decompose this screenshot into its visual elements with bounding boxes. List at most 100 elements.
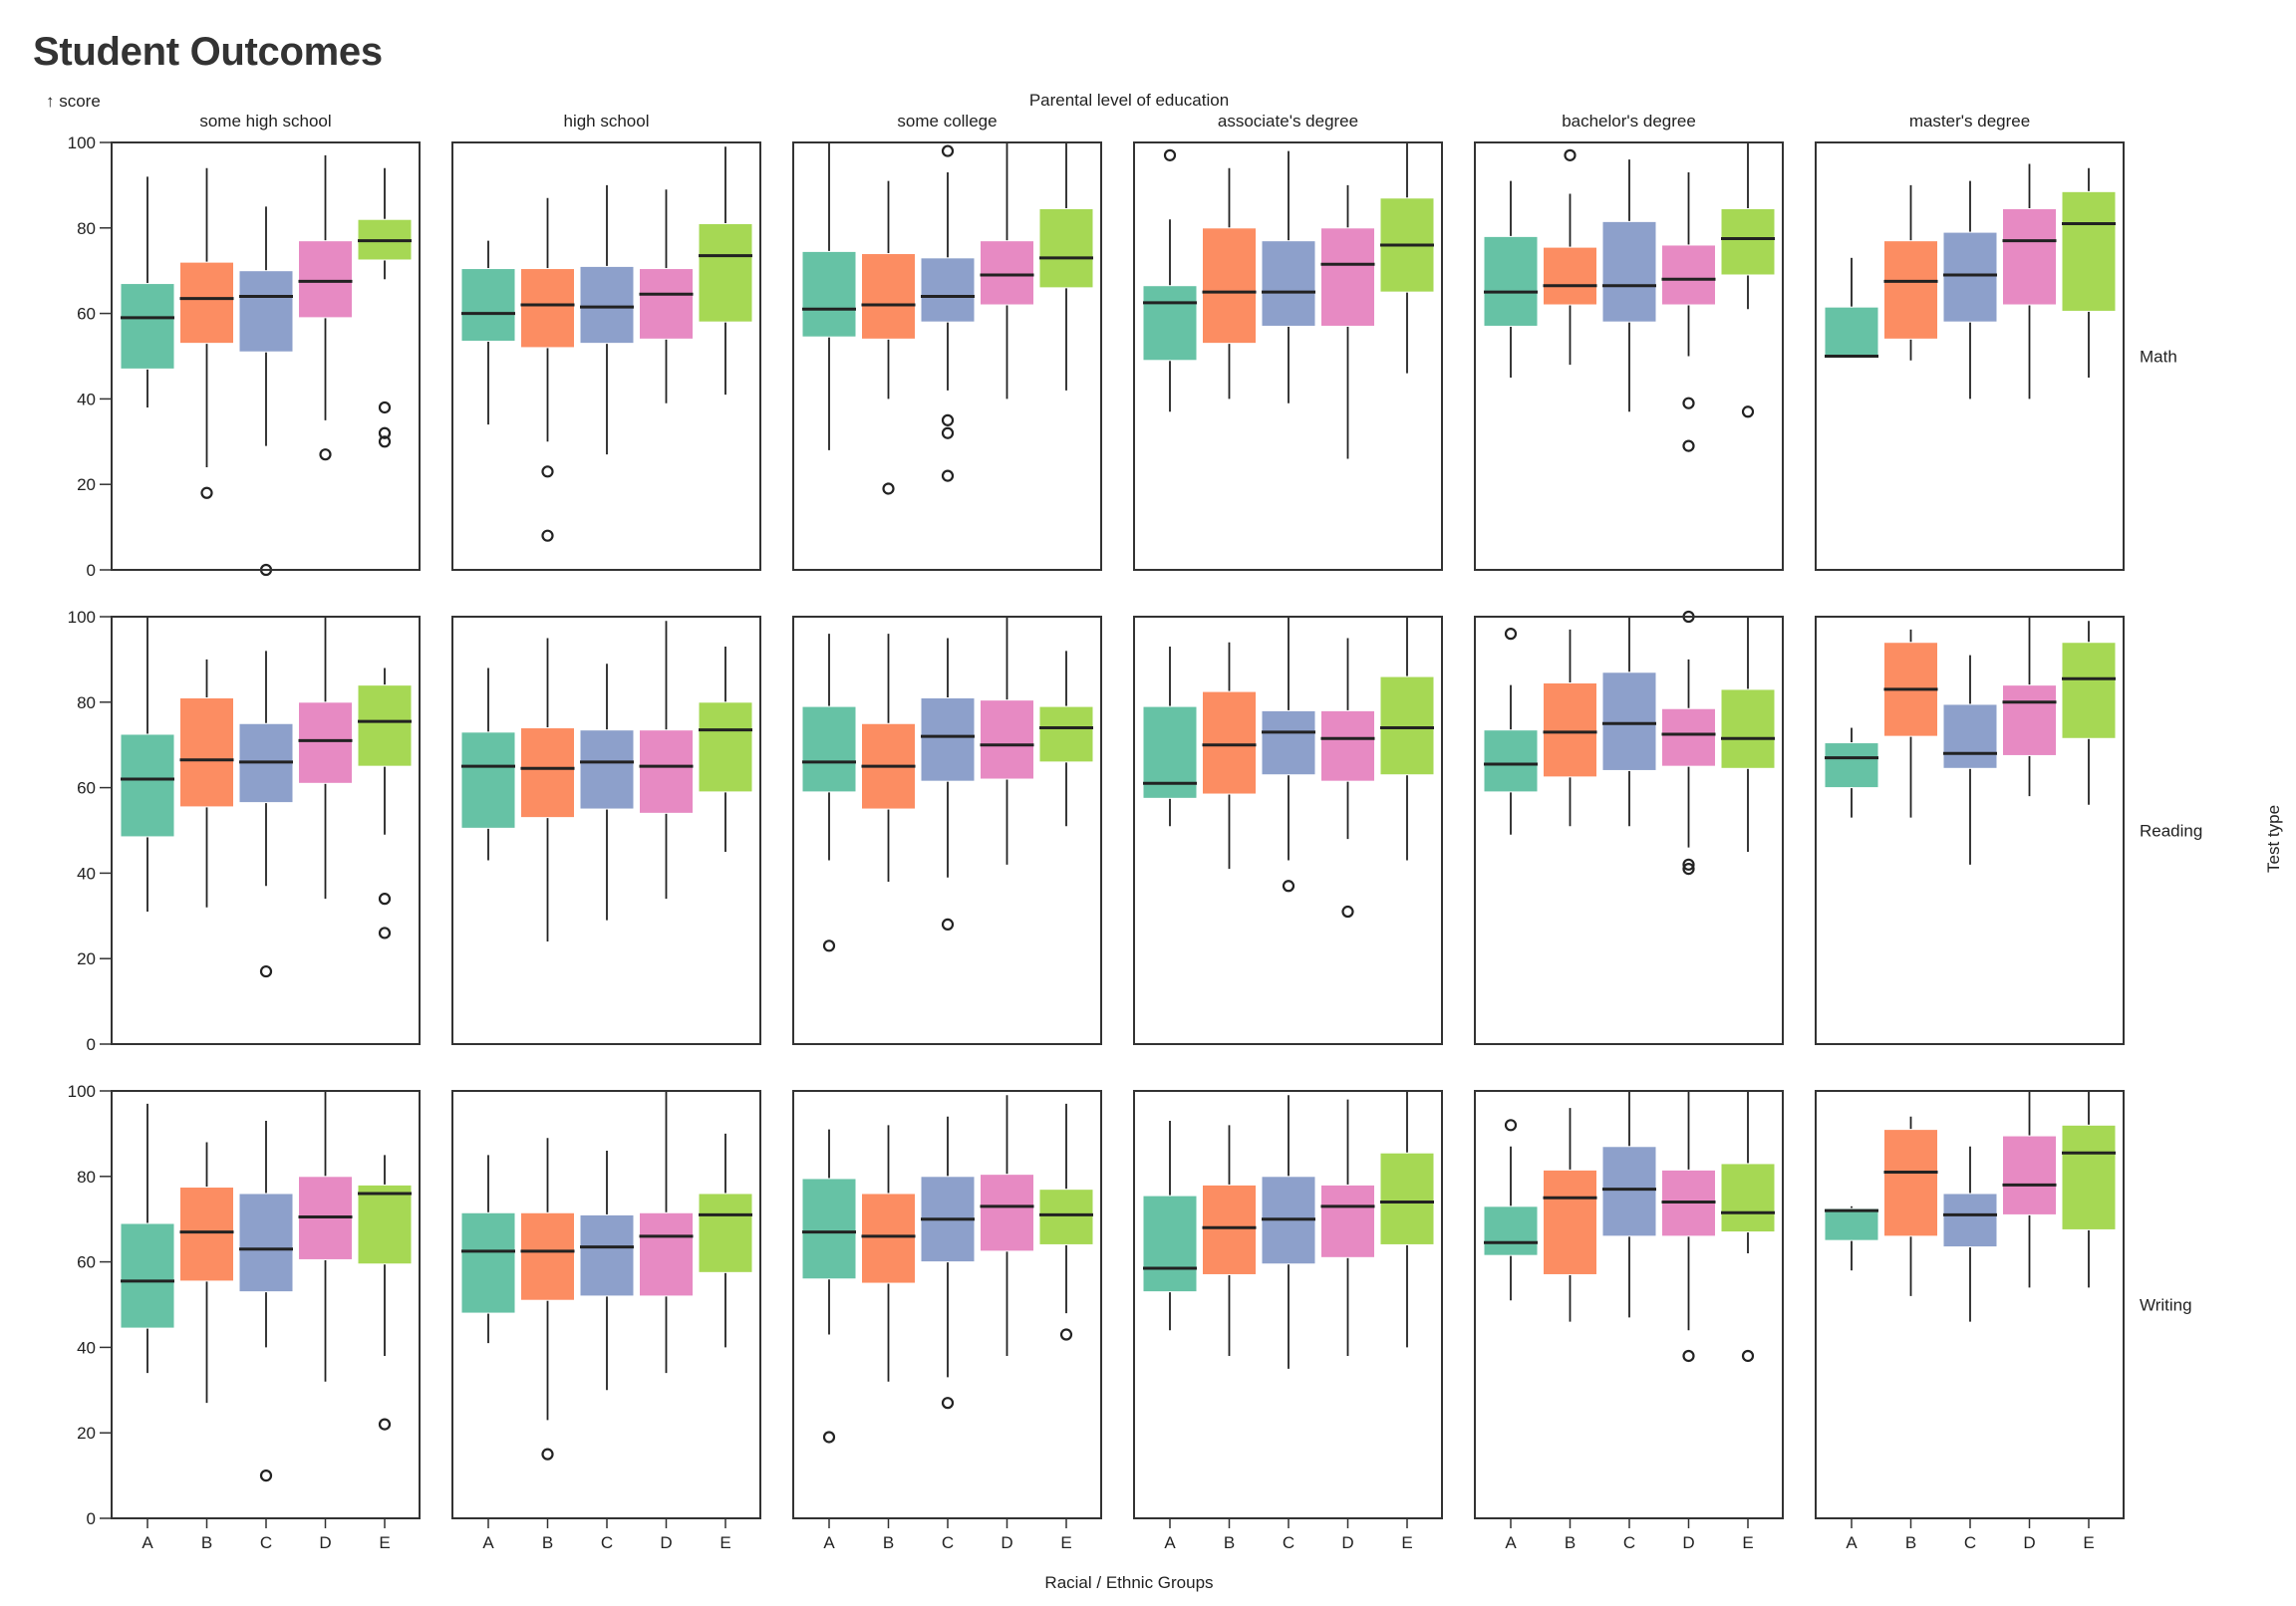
box-e	[1038, 207, 1094, 289]
column-facet-label: master's degree	[1909, 112, 2030, 131]
box-c	[579, 265, 635, 345]
box-a	[120, 1222, 175, 1329]
outlier-point	[1682, 439, 1695, 452]
box-d	[639, 729, 694, 814]
facet-panel-frame	[451, 616, 761, 1045]
box-e	[698, 701, 753, 793]
box-b	[179, 1187, 234, 1282]
row-facet-label: Writing	[2140, 1296, 2192, 1315]
box-a	[1824, 742, 1879, 789]
x-tick-label: C	[1964, 1533, 1976, 1552]
box-a	[460, 731, 516, 829]
facet-panel-frame	[111, 616, 421, 1045]
box-e	[357, 1184, 413, 1265]
box-d	[1320, 227, 1375, 327]
box-a	[120, 733, 175, 838]
y-tick-label: 0	[87, 1035, 96, 1054]
y-tick-label: 80	[77, 219, 96, 238]
box-a	[460, 268, 516, 342]
x-tick-label: D	[1001, 1533, 1012, 1552]
x-tick-label: E	[1742, 1533, 1753, 1552]
box-d	[639, 268, 694, 340]
box-d	[1320, 1184, 1375, 1258]
outlier-point	[1741, 1349, 1755, 1363]
x-tick-label: D	[2023, 1533, 2035, 1552]
x-tick-label: B	[201, 1533, 212, 1552]
box-e	[2061, 190, 2117, 312]
x-tick-label: D	[1341, 1533, 1353, 1552]
box-b	[1883, 1129, 1938, 1237]
row-facet-title: Test type	[2264, 805, 2283, 873]
box-e	[1379, 1152, 1435, 1245]
x-tick-label: D	[660, 1533, 672, 1552]
box-e	[1720, 207, 1776, 276]
box-c	[238, 270, 294, 353]
box-d	[980, 1174, 1034, 1252]
box-b	[1202, 227, 1257, 345]
box-e	[1379, 675, 1435, 776]
x-tick-label: A	[1505, 1533, 1517, 1552]
outlier-point	[941, 918, 955, 931]
box-b	[1543, 246, 1597, 306]
x-tick-label: C	[1623, 1533, 1635, 1552]
y-tick-label: 40	[77, 864, 96, 883]
column-facet-title: Parental level of education	[1029, 91, 1229, 110]
facet-panel-frame	[792, 1090, 1102, 1519]
outlier-point	[822, 939, 836, 952]
x-tick-label: E	[719, 1533, 730, 1552]
outlier-point	[378, 435, 392, 448]
box-b	[1883, 240, 1938, 340]
outlier-point	[1163, 148, 1177, 161]
x-tick-label: B	[1224, 1533, 1235, 1552]
outlier-point	[1282, 880, 1295, 893]
outlier-point	[259, 964, 273, 978]
box-c	[920, 697, 976, 782]
outlier-point	[378, 893, 392, 906]
box-a	[801, 250, 857, 338]
outlier-point	[941, 1397, 955, 1410]
box-e	[2061, 642, 2117, 739]
facet-panel-frame	[451, 141, 761, 571]
box-e	[698, 223, 753, 323]
y-tick-label: 60	[77, 779, 96, 798]
box-b	[520, 268, 575, 349]
x-tick-label: C	[260, 1533, 272, 1552]
box-a	[1824, 306, 1879, 358]
box-b	[520, 727, 575, 819]
y-tick-label: 0	[87, 561, 96, 580]
box-a	[460, 1211, 516, 1314]
box-a	[801, 1178, 857, 1280]
box-c	[1942, 1193, 1998, 1248]
outlier-point	[941, 469, 955, 482]
outlier-point	[1682, 863, 1695, 876]
facet-panel-frame	[111, 141, 421, 571]
outlier-point	[1682, 397, 1695, 409]
facet-panel-frame	[1133, 141, 1443, 571]
facet-panel-frame	[111, 1090, 421, 1519]
box-c	[1601, 671, 1657, 771]
box-a	[1483, 235, 1539, 327]
box-e	[1038, 705, 1094, 763]
box-c	[579, 1213, 635, 1297]
outlier-point	[541, 1448, 554, 1461]
outlier-point	[378, 426, 392, 439]
y-tick-label: 60	[77, 305, 96, 324]
box-a	[1483, 729, 1539, 793]
box-d	[1661, 707, 1716, 767]
box-a	[120, 283, 175, 370]
box-c	[579, 729, 635, 810]
box-c	[1942, 703, 1998, 769]
x-tick-label: C	[601, 1533, 613, 1552]
box-d	[980, 699, 1034, 780]
outlier-point	[378, 401, 392, 414]
y-tick-label: 40	[77, 1338, 96, 1357]
x-tick-label: E	[1401, 1533, 1412, 1552]
x-tick-label: A	[1846, 1533, 1858, 1552]
x-tick-label: D	[319, 1533, 331, 1552]
box-b	[1543, 681, 1597, 778]
box-b	[861, 253, 916, 340]
outlier-point	[941, 413, 955, 426]
box-d	[639, 1211, 694, 1297]
x-tick-label: B	[1565, 1533, 1576, 1552]
outlier-point	[822, 1431, 836, 1444]
